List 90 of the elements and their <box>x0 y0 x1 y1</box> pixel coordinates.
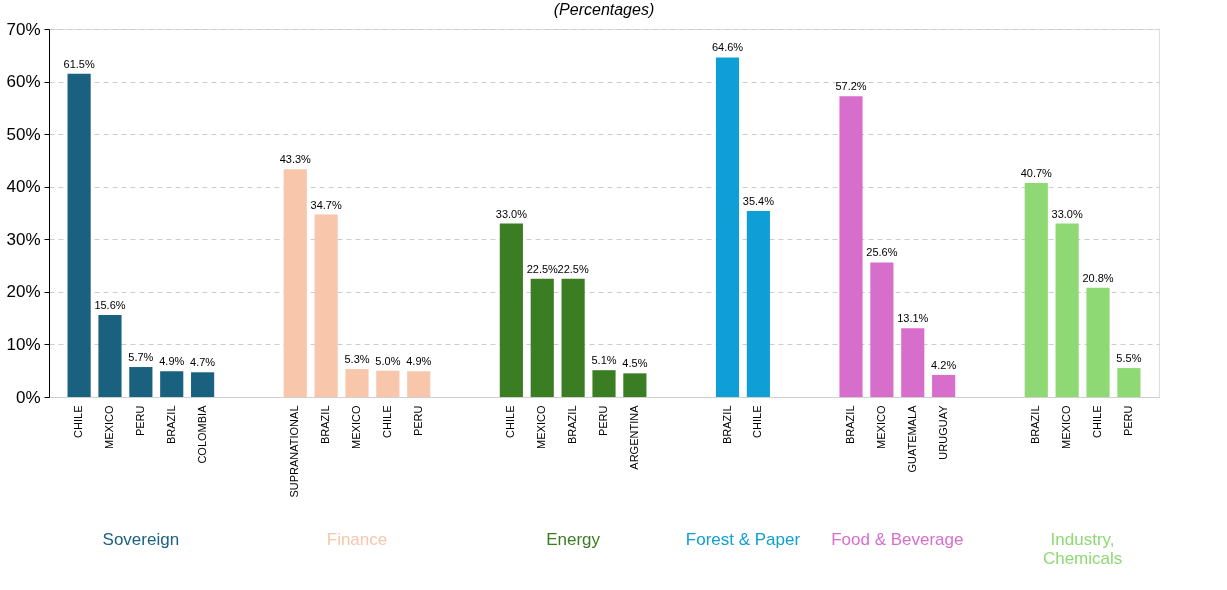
bar <box>376 370 400 397</box>
data-label: 22.5% <box>526 262 559 275</box>
data-label: 61.5% <box>63 57 95 70</box>
bar <box>561 278 585 397</box>
y-tick-label: 40% <box>6 177 41 197</box>
text: Food & Beverage <box>831 530 964 549</box>
x-tick-label: PERU <box>597 405 609 437</box>
data-label: 13.1% <box>897 312 929 325</box>
data-label: 5.1% <box>591 354 617 367</box>
data-label: 4.5% <box>622 357 648 370</box>
bar <box>499 223 523 397</box>
y-tick-label: 0% <box>15 387 41 407</box>
x-tick-label: BRAZIL <box>1029 405 1042 445</box>
chart-subtitle: (Percentages) <box>553 1 655 18</box>
data-label: 5.5% <box>1116 352 1142 365</box>
y-tick-label: 70% <box>6 19 41 39</box>
data-label: 40.7% <box>1020 167 1053 180</box>
x-tick-label: CHILE <box>380 405 393 438</box>
x-tick-label: BRAZIL <box>844 405 857 445</box>
data-label: 35.4% <box>742 194 775 207</box>
y-tick-label: 30% <box>6 229 41 249</box>
bar <box>314 214 338 397</box>
x-tick-label: CHILE <box>1091 405 1104 438</box>
x-tick-label: MEXICO <box>874 405 887 449</box>
y-tick-label: 50% <box>6 124 41 144</box>
data-label: 64.6% <box>711 41 744 54</box>
bar <box>715 57 740 397</box>
data-label: 5.0% <box>375 354 401 367</box>
data-label: 15.6% <box>94 298 126 311</box>
text: Forest & Paper <box>685 530 801 549</box>
x-tick-label: GUATEMALA <box>905 404 918 473</box>
text: Energy <box>546 530 601 549</box>
data-label: 57.2% <box>835 80 867 93</box>
bar <box>1024 183 1048 397</box>
x-tick-label: MEXICO <box>349 405 362 449</box>
x-tick-label: CHILE <box>72 405 85 438</box>
text: Finance <box>326 530 388 549</box>
bar <box>592 370 616 397</box>
bar <box>932 374 956 397</box>
x-tick-label: CHILE <box>751 405 764 438</box>
bar <box>98 314 122 397</box>
x-tick-label: BRAZIL <box>319 405 332 445</box>
y-tick-label: 20% <box>6 282 41 302</box>
data-label: 4.2% <box>931 358 957 371</box>
x-tick-label: MEXICO <box>535 405 548 449</box>
data-label: 20.8% <box>1082 271 1114 284</box>
x-tick-label: MEXICO <box>1060 405 1073 449</box>
data-label: 5.3% <box>344 353 370 366</box>
x-tick-label: BRAZIL <box>566 405 579 445</box>
x-tick-label: BRAZIL <box>720 405 733 445</box>
bar <box>623 373 647 397</box>
bar <box>345 369 369 397</box>
data-label: 5.7% <box>128 351 154 364</box>
text: Industry, Chemicals <box>1042 530 1123 568</box>
bar <box>191 372 215 397</box>
data-label: 4.9% <box>406 355 432 368</box>
data-label: 34.7% <box>310 198 342 211</box>
data-label: 25.6% <box>866 246 898 259</box>
bar <box>129 367 153 397</box>
x-tick-label: PERU <box>1121 405 1134 437</box>
bar <box>67 73 91 397</box>
bar <box>746 210 770 397</box>
x-tick-label: URUGUAY <box>936 404 949 460</box>
data-label: 33.0% <box>495 207 528 220</box>
bar <box>1055 223 1079 397</box>
bar <box>901 328 925 397</box>
text: Sovereign <box>102 530 180 549</box>
bar <box>1086 287 1110 397</box>
data-label: 4.9% <box>159 355 185 368</box>
bar <box>160 371 184 397</box>
bar <box>1117 368 1141 397</box>
x-tick-label: ARGENTINA <box>627 404 640 470</box>
y-tick-label: 60% <box>6 72 41 92</box>
bar <box>839 96 863 397</box>
x-tick-label: SUPRANATIONAL <box>288 405 301 498</box>
bar <box>870 262 894 397</box>
x-tick-label: COLOMBIA <box>195 404 208 464</box>
x-tick-label: PERU <box>411 405 424 437</box>
bar <box>283 169 307 397</box>
x-tick-label: MEXICO <box>102 405 115 449</box>
data-label: 43.3% <box>279 153 312 166</box>
data-label: 22.5% <box>557 262 589 275</box>
data-label: 4.7% <box>190 356 216 369</box>
bar <box>407 371 431 397</box>
x-tick-label: BRAZIL <box>164 405 177 445</box>
x-tick-label: CHILE <box>504 405 517 438</box>
bar <box>530 278 554 397</box>
y-tick-label: 10% <box>6 334 41 354</box>
data-label: 33.0% <box>1051 207 1083 220</box>
x-tick-label: PERU <box>133 405 146 437</box>
